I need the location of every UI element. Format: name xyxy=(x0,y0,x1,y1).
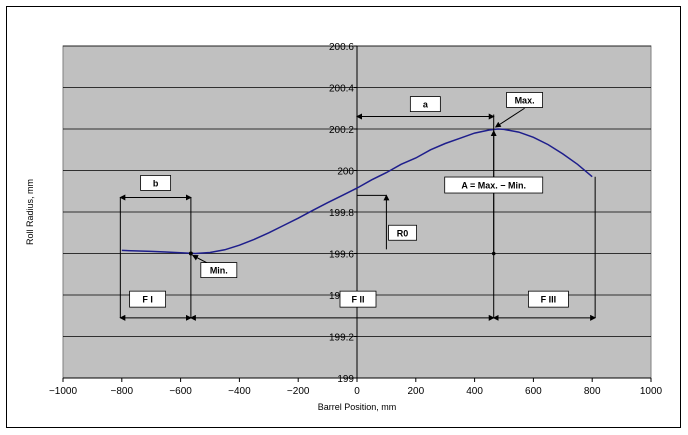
roll-radius-curve xyxy=(121,128,593,255)
zone-f2-label: F II xyxy=(352,295,365,305)
zone-f2-label-box xyxy=(339,290,377,308)
min-dot xyxy=(188,251,193,256)
max-pointer xyxy=(494,107,525,128)
x-tick-label: −600 xyxy=(169,386,192,397)
tick-labels: 199199.2199.4199.6199.8200200.2200.4200.… xyxy=(49,42,663,397)
axes xyxy=(62,45,652,382)
max-label: Max. xyxy=(515,95,535,105)
x-tick-label: 0 xyxy=(354,386,360,397)
y-tick-label: 200 xyxy=(337,167,354,178)
dimension-A-label-box xyxy=(444,176,544,194)
min-label: Min. xyxy=(210,266,228,276)
zone-f3-label-box xyxy=(528,290,569,308)
y-tick-label: 200.2 xyxy=(329,125,354,136)
y-tick-label: 199.8 xyxy=(329,208,354,219)
x-tick-label: −200 xyxy=(287,386,310,397)
y-tick-label: 199 xyxy=(337,374,354,385)
chart-frame: 199199.2199.4199.6199.8200200.2200.4200.… xyxy=(6,6,681,428)
y-tick-label: 199.2 xyxy=(329,333,354,344)
zone-f1-label: F I xyxy=(142,295,153,305)
zone-f1-label-box xyxy=(129,290,167,308)
zone-f3-label: F III xyxy=(541,295,557,305)
dimension-b-label: b xyxy=(153,178,159,188)
x-tick-label: −400 xyxy=(228,386,251,397)
x-tick-label: 200 xyxy=(407,386,424,397)
dimension-a-label: a xyxy=(423,100,429,110)
x-tick-label: −800 xyxy=(111,386,134,397)
r0-label-box xyxy=(388,224,417,241)
dimension-A-label: A = Max. − Min. xyxy=(461,181,526,191)
y-tick-label: 199.6 xyxy=(329,250,354,261)
r0-label: R0 xyxy=(397,228,409,238)
dimension-a-label-box xyxy=(409,96,441,112)
x-tick-label: 1000 xyxy=(640,386,663,397)
x-tick-label: 600 xyxy=(525,386,542,397)
x-tick-label: 400 xyxy=(466,386,483,397)
roll-radius-chart: 199199.2199.4199.6199.8200200.2200.4200.… xyxy=(25,42,663,412)
y-tick-label: 200.6 xyxy=(329,42,354,53)
y-tick-label: 200.4 xyxy=(329,84,354,95)
min-label-box xyxy=(200,262,238,279)
min-ref-dot xyxy=(491,251,496,256)
dimension-b-label-box xyxy=(140,175,172,191)
max-label-box xyxy=(506,92,543,108)
annotations: a b A = Max. − Min. R0 Max. Min. F I F II F III xyxy=(119,92,597,321)
x-tick-label: −1000 xyxy=(49,386,78,397)
x-axis-label: Barrel Position, mm xyxy=(318,402,397,412)
y-axis-label: Roll Radius, mm xyxy=(25,179,35,245)
x-tick-label: 800 xyxy=(584,386,601,397)
